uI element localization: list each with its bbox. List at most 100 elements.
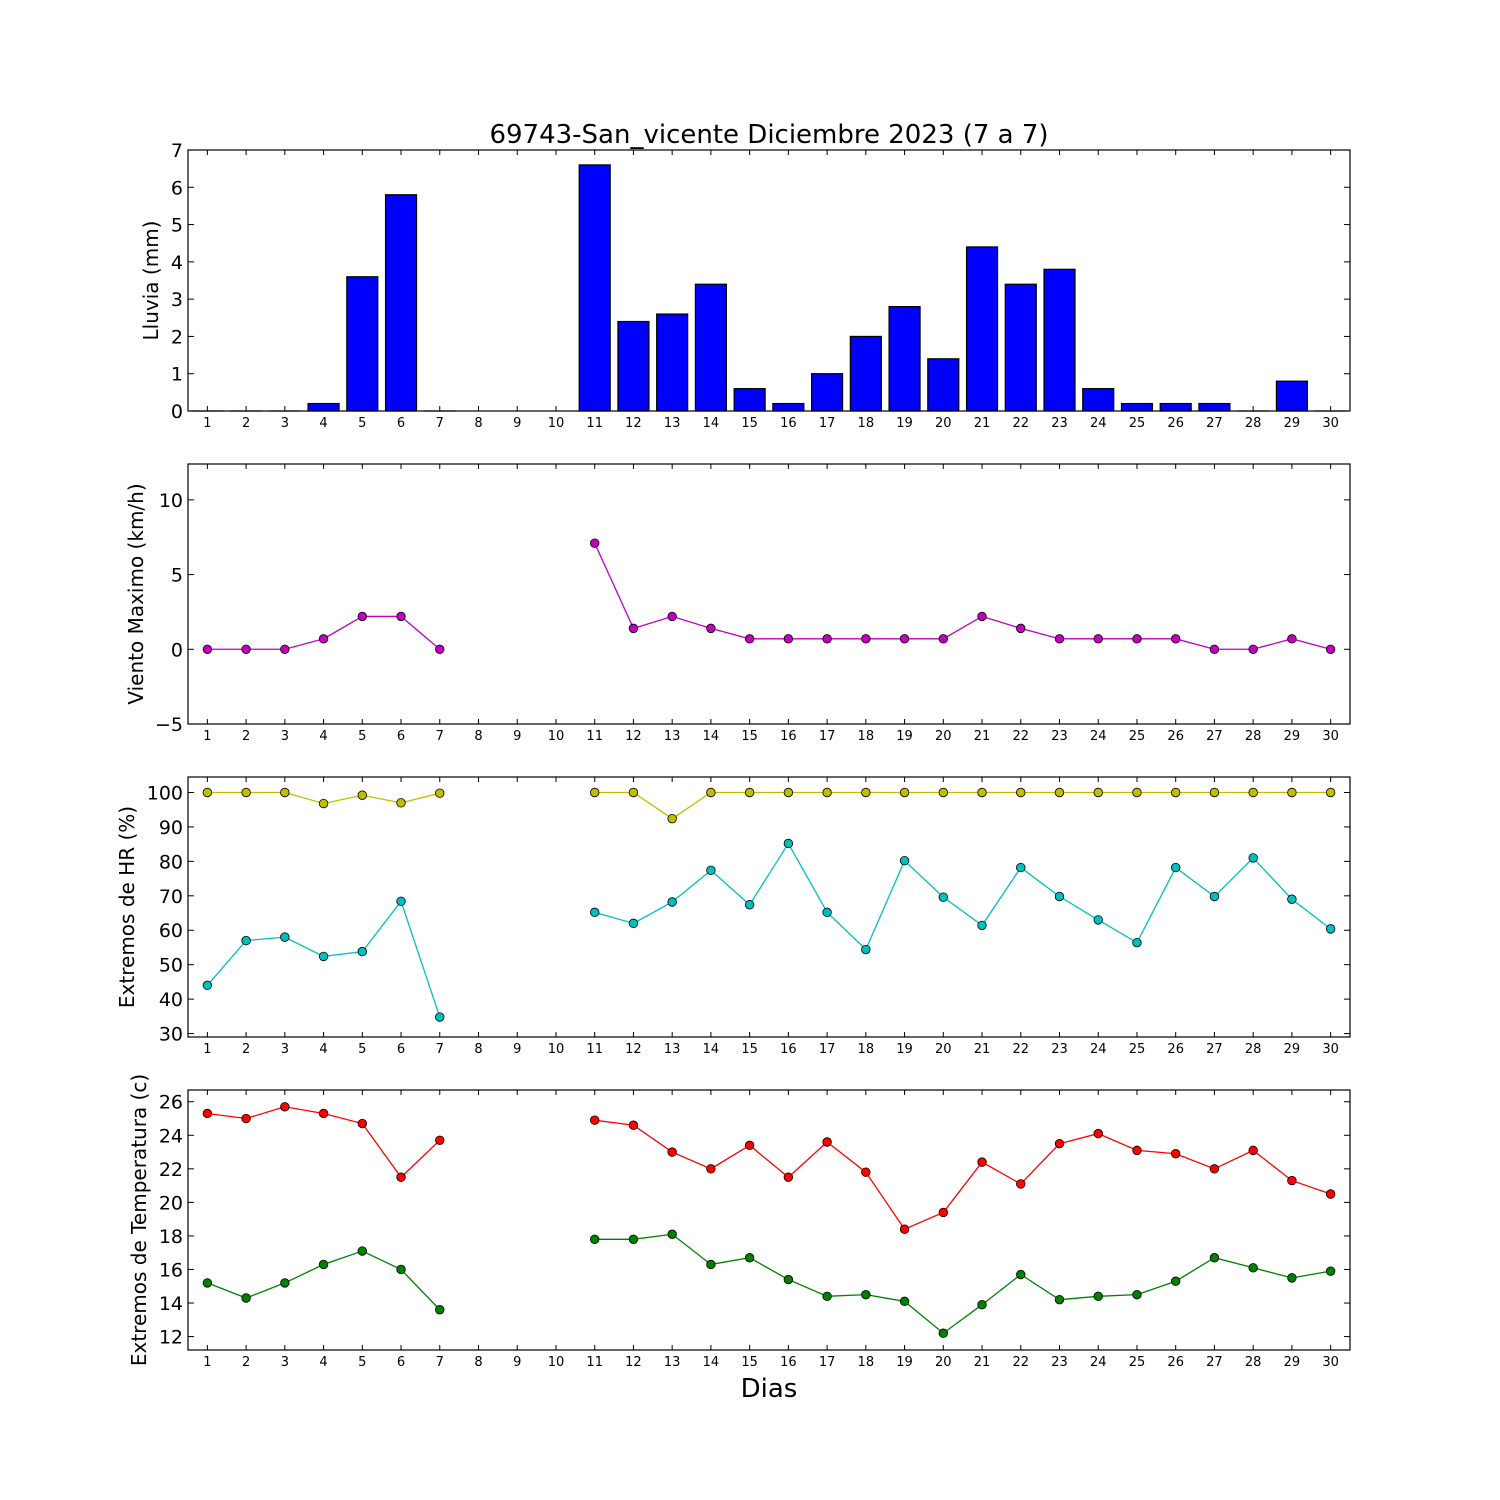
x-tick-label: 30 — [1322, 729, 1339, 744]
data-point-day-17 — [822, 907, 832, 918]
data-point-day-20 — [938, 1207, 949, 1218]
x-tick-label: 12 — [625, 1355, 642, 1370]
data-point-day-28 — [1248, 787, 1258, 798]
data-point-day-12 — [628, 623, 639, 634]
x-tick-label: 16 — [780, 416, 797, 431]
x-tick-label: 12 — [625, 416, 642, 431]
x-tick-label: 20 — [935, 729, 952, 744]
data-point-day-15 — [744, 787, 755, 798]
data-point-day-17 — [822, 787, 832, 798]
x-tick-label: 13 — [664, 416, 681, 431]
y-tick-label: 5 — [171, 565, 183, 587]
x-tick-label: 28 — [1245, 416, 1262, 431]
bar-day-22 — [1004, 283, 1037, 412]
y-tick-label: 50 — [159, 955, 183, 977]
data-point-day-23 — [1054, 1294, 1065, 1305]
data-point-day-13 — [667, 611, 677, 622]
x-tick-label: 19 — [896, 729, 913, 744]
x-tick-label: 15 — [741, 416, 758, 431]
data-point-day-29 — [1287, 634, 1297, 644]
data-point-day-29 — [1287, 894, 1297, 904]
data-point-day-26 — [1170, 634, 1181, 644]
bar-day-14 — [694, 283, 727, 412]
x-tick-label: 4 — [319, 729, 327, 744]
y-tick-label: 14 — [159, 1293, 183, 1315]
x-tick-label: 27 — [1206, 729, 1223, 744]
data-point-day-2 — [241, 935, 251, 946]
data-point-day-1 — [202, 980, 213, 991]
x-tick-label: 26 — [1167, 416, 1184, 431]
data-point-day-25 — [1132, 634, 1142, 644]
chart-title: 69743-San_vicente Diciembre 2023 (7 a 7) — [489, 120, 1048, 150]
y-tick-label: 18 — [159, 1226, 183, 1248]
data-point-day-22 — [1016, 787, 1026, 798]
data-point-day-17 — [822, 1291, 832, 1302]
data-point-day-28 — [1248, 853, 1258, 863]
data-point-day-18 — [861, 787, 871, 798]
x-tick-label: 29 — [1284, 416, 1301, 431]
data-point-day-25 — [1132, 1289, 1142, 1300]
x-tick-label: 1 — [203, 729, 211, 744]
bar-day-19 — [888, 306, 921, 412]
data-point-day-15 — [744, 634, 755, 644]
x-tick-label: 9 — [513, 1042, 521, 1057]
x-tick-label: 27 — [1206, 416, 1223, 431]
series-line — [594, 791, 1331, 820]
data-point-day-11 — [590, 1115, 600, 1125]
data-point-day-21 — [977, 611, 987, 622]
x-tick-label: 25 — [1129, 729, 1146, 744]
x-tick-label: 15 — [741, 1355, 758, 1370]
data-point-day-4 — [318, 634, 329, 644]
data-point-day-19 — [899, 1296, 910, 1307]
bar-day-4 — [307, 402, 340, 412]
data-point-day-16 — [783, 787, 794, 798]
x-tick-label: 8 — [474, 1042, 482, 1057]
data-point-day-20 — [938, 787, 949, 798]
data-point-day-12 — [628, 787, 639, 798]
bar-day-23 — [1043, 268, 1076, 412]
y-tick-label: 2 — [171, 326, 183, 348]
data-point-day-20 — [938, 892, 949, 902]
data-point-day-26 — [1170, 1276, 1181, 1286]
data-point-day-13 — [667, 813, 677, 824]
data-point-day-13 — [667, 897, 677, 907]
data-point-day-24 — [1093, 915, 1103, 925]
data-point-day-20 — [938, 634, 949, 644]
data-point-day-2 — [241, 787, 251, 798]
x-tick-label: 8 — [474, 416, 482, 431]
data-point-day-11 — [590, 907, 600, 918]
x-tick-label: 6 — [397, 729, 405, 744]
y-tick-label: 22 — [159, 1159, 183, 1181]
x-tick-label: 2 — [242, 1042, 250, 1057]
y-tick-label: 4 — [171, 252, 183, 274]
data-point-day-30 — [1325, 924, 1336, 934]
data-point-day-18 — [861, 634, 871, 644]
y-tick-label: 3 — [171, 289, 183, 311]
y-tick-label: 0 — [171, 401, 183, 423]
x-tick-label: 28 — [1245, 1355, 1262, 1370]
x-tick-label: 13 — [664, 1355, 681, 1370]
data-point-day-27 — [1209, 891, 1220, 902]
x-tick-label: 4 — [319, 416, 327, 431]
data-point-day-24 — [1093, 1128, 1103, 1139]
data-point-day-14 — [706, 865, 716, 876]
bar-day-21 — [965, 246, 999, 412]
x-tick-label: 28 — [1245, 1042, 1262, 1057]
x-tick-label: 18 — [858, 729, 875, 744]
data-point-day-11 — [590, 787, 600, 798]
x-tick-label: 1 — [203, 1355, 211, 1370]
data-point-day-3 — [280, 787, 290, 798]
data-point-day-1 — [202, 787, 213, 798]
x-tick-label: 25 — [1129, 416, 1146, 431]
data-point-day-7 — [435, 788, 445, 798]
data-point-day-16 — [783, 838, 794, 849]
panel-wind: 1 2 3 4 5 6 7 8 9 10 11 12 13 14 15 16 17 18 19 20 21 22 23 24 2… — [124, 463, 1351, 744]
x-tick-label: 10 — [548, 1355, 565, 1370]
data-point-day-3 — [280, 1102, 290, 1112]
data-point-day-4 — [318, 798, 329, 809]
x-tick-label: 25 — [1129, 1042, 1146, 1057]
data-point-day-1 — [202, 1278, 213, 1288]
x-tick-label: 8 — [474, 1355, 482, 1370]
data-point-day-24 — [1093, 1291, 1103, 1302]
